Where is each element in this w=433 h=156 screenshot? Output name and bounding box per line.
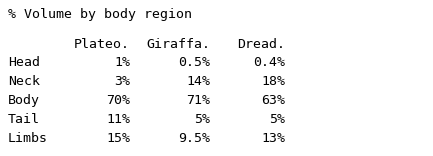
Text: Plateo.: Plateo. — [74, 38, 130, 51]
Text: 71%: 71% — [186, 94, 210, 107]
Text: 0.5%: 0.5% — [178, 56, 210, 69]
Text: Dread.: Dread. — [237, 38, 285, 51]
Text: Head: Head — [8, 56, 40, 69]
Text: Body: Body — [8, 94, 40, 107]
Text: 11%: 11% — [106, 113, 130, 126]
Text: 1%: 1% — [114, 56, 130, 69]
Text: 14%: 14% — [186, 75, 210, 88]
Text: 15%: 15% — [106, 132, 130, 145]
Text: 18%: 18% — [261, 75, 285, 88]
Text: Limbs: Limbs — [8, 132, 48, 145]
Text: 5%: 5% — [269, 113, 285, 126]
Text: 13%: 13% — [261, 132, 285, 145]
Text: % Volume by body region: % Volume by body region — [8, 8, 192, 21]
Text: Giraffa.: Giraffa. — [146, 38, 210, 51]
Text: 9.5%: 9.5% — [178, 132, 210, 145]
Text: 5%: 5% — [194, 113, 210, 126]
Text: Neck: Neck — [8, 75, 40, 88]
Text: 0.4%: 0.4% — [253, 56, 285, 69]
Text: Tail: Tail — [8, 113, 40, 126]
Text: 3%: 3% — [114, 75, 130, 88]
Text: 70%: 70% — [106, 94, 130, 107]
Text: 63%: 63% — [261, 94, 285, 107]
